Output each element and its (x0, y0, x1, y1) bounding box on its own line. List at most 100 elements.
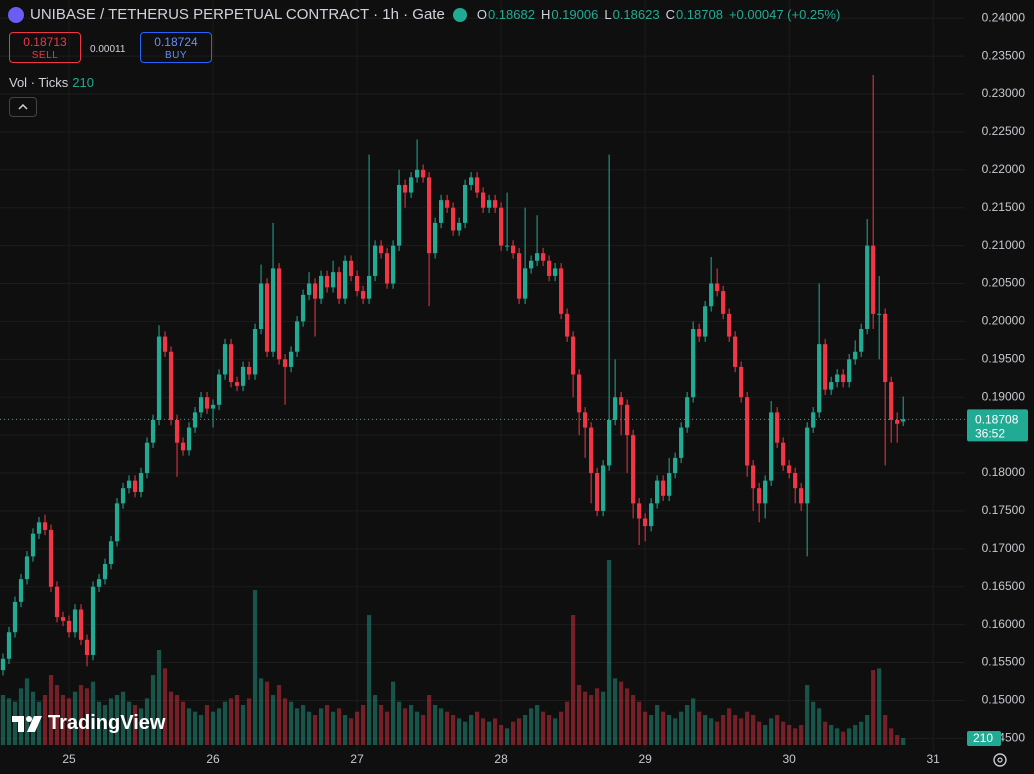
ohlc-value: 0.18708 (675, 7, 723, 22)
volume-bar (174, 695, 180, 745)
y-tick-label: 0.16500 (982, 579, 1026, 593)
y-tick-label: 0.23500 (982, 48, 1026, 62)
volume-bar (607, 560, 612, 745)
candle-body (390, 245, 396, 284)
volume-bar (168, 691, 174, 745)
settings-icon[interactable] (993, 753, 1007, 767)
volume-bar (240, 705, 246, 745)
candle-body (12, 601, 18, 633)
candle-body (222, 344, 228, 375)
y-tick-label: 0.20500 (982, 276, 1026, 290)
candle-body (474, 177, 480, 193)
volume-bar (883, 715, 888, 745)
volume-bar (72, 691, 78, 745)
volume-bar (511, 721, 516, 745)
volume-bar (0, 695, 6, 745)
candle-body (210, 404, 216, 409)
collapse-icon (18, 103, 28, 110)
candle-body (384, 253, 390, 284)
candle-body (66, 620, 72, 633)
volume-title: Vol · Ticks (9, 75, 69, 90)
volume-bar (841, 731, 846, 745)
buy-button[interactable]: 0.18724 BUY (140, 32, 212, 63)
candle-body (883, 313, 888, 383)
candle-body (156, 336, 162, 420)
candle-body (805, 427, 810, 504)
volume-bar (739, 718, 744, 745)
volume-bar (631, 695, 636, 745)
candle-body (877, 313, 882, 315)
candle-body (348, 260, 354, 276)
candle-body (529, 260, 534, 269)
logo: TradingView (10, 712, 165, 735)
volume-bar (721, 715, 726, 745)
candle-body (757, 488, 762, 504)
candle-body (781, 442, 786, 466)
volume-bar (342, 715, 348, 745)
volume-bar (583, 691, 588, 745)
volume-bar (456, 718, 462, 745)
volume-bar (871, 670, 876, 745)
candle-body (396, 184, 402, 246)
candle-body (114, 503, 120, 542)
candle-body (468, 177, 474, 185)
candle-body (565, 313, 570, 337)
candle-body (36, 522, 42, 534)
candle-body (432, 222, 438, 254)
volume-bar (727, 708, 732, 745)
x-tick-label: 25 (62, 752, 76, 766)
volume-bar (859, 721, 864, 745)
volume-bar (835, 728, 840, 745)
candle-body (583, 412, 588, 428)
candle-body (264, 283, 270, 352)
candle-body (817, 344, 822, 413)
volume-bar (799, 725, 804, 745)
candle-body (420, 169, 426, 178)
candle-body (462, 184, 468, 223)
volume-bar (348, 718, 354, 745)
volume-bar (384, 711, 390, 745)
ohlc-value: 0.19006 (551, 7, 599, 22)
volume-bar (823, 721, 828, 745)
volume-bar (745, 711, 750, 745)
price-axis-bg (965, 0, 1034, 774)
volume-bar (697, 711, 702, 745)
candle-body (270, 268, 276, 352)
volume-bar (661, 711, 666, 745)
x-tick-label: 31 (927, 752, 941, 766)
volume-bar (396, 701, 402, 745)
volume-bar (589, 695, 594, 745)
candle-body (414, 169, 420, 178)
candle-body (829, 382, 834, 390)
candle-body (480, 192, 486, 208)
volume-bar (877, 668, 882, 745)
volume-bar (138, 708, 144, 745)
candle-body (811, 412, 816, 428)
candle-body (198, 397, 204, 413)
y-tick-label: 0.18000 (982, 465, 1026, 479)
volume-bar (48, 675, 54, 745)
last-price-label: 0.18708 (975, 413, 1019, 427)
candle-body (895, 419, 900, 424)
sell-button[interactable]: 0.18713 SELL (9, 32, 81, 63)
collapse-button[interactable] (9, 97, 37, 117)
volume-bar (306, 711, 312, 745)
candle-body (90, 586, 96, 655)
ohlc-value: 0.18682 (487, 7, 535, 22)
candle-body (595, 473, 600, 511)
candle-body (727, 313, 732, 337)
volume-bar (493, 718, 498, 745)
ohlc-key: O (476, 7, 487, 22)
volume-bar (535, 705, 540, 745)
volume-bar (450, 715, 456, 745)
sell-label: SELL (31, 50, 59, 61)
volume-bar (336, 708, 342, 745)
volume-bar (817, 708, 822, 745)
candle-body (438, 200, 444, 223)
candle-body (24, 556, 30, 580)
candle-body (342, 260, 348, 299)
price-change: +0.00047 (+0.25%) (728, 7, 841, 22)
symbol-icon (8, 6, 24, 23)
logo-mark (12, 715, 42, 732)
